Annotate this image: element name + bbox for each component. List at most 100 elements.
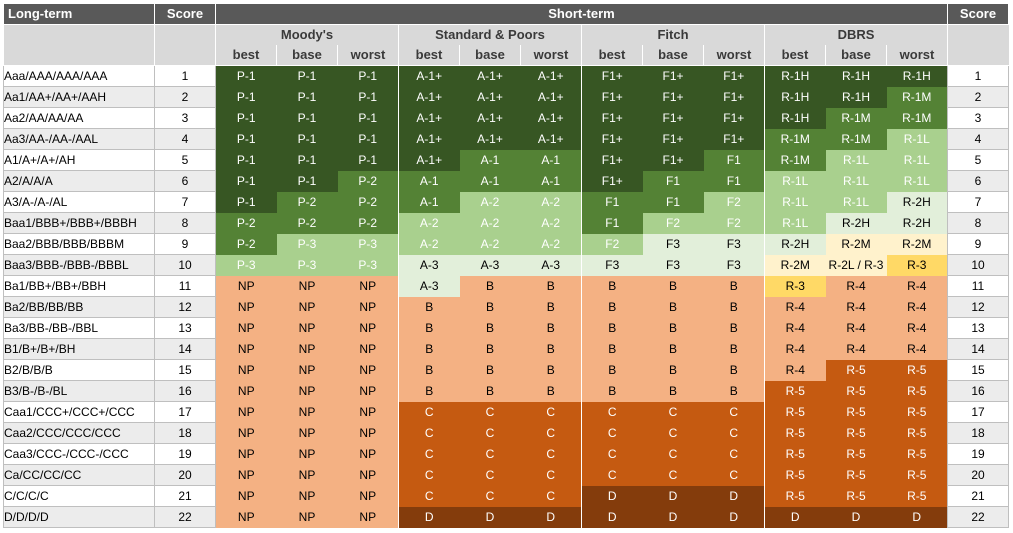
short-term-rating-cell: R-5 xyxy=(825,464,887,486)
table-row: Ba1/BB+/BB+/BBH 11 NP NP NP A-3 B B B B B R-3 R-4 R-4… xyxy=(3,275,1009,297)
scenario-worst: worst xyxy=(520,45,582,66)
short-term-rating-cell: F1 xyxy=(703,170,765,192)
short-term-rating-cell: A-2 xyxy=(398,233,460,255)
scenario-best: best xyxy=(581,45,643,66)
score-right-cell: 19 xyxy=(947,443,1009,465)
short-term-rating-cell: A-3 xyxy=(459,254,521,276)
short-term-rating-cell: P-2 xyxy=(337,212,399,234)
short-term-rating-cell: NP xyxy=(215,380,277,402)
long-term-header: Long-term xyxy=(3,3,155,25)
table-row: Baa2/BBB/BBB/BBBM 9 P-2 P-3 P-3 A-2 A-2 A-2 F2 F3… xyxy=(3,233,1009,255)
long-term-rating-cell: A2/A/A/A xyxy=(3,170,155,192)
short-term-rating-cell: C xyxy=(459,464,521,486)
short-term-rating-cell: NP xyxy=(276,464,338,486)
short-term-rating-cell: B xyxy=(398,359,460,381)
short-term-rating-cell: F2 xyxy=(703,191,765,213)
short-term-rating-cell: B xyxy=(520,296,582,318)
short-term-rating-cell: B xyxy=(520,317,582,339)
short-term-rating-cell: NP xyxy=(215,485,277,507)
short-term-rating-cell: NP xyxy=(337,401,399,423)
long-term-rating-cell: Ba1/BB+/BB+/BBH xyxy=(3,275,155,297)
short-term-rating-cell: R-5 xyxy=(825,359,887,381)
short-term-rating-cell: NP xyxy=(337,485,399,507)
short-term-rating-cell: R-1L xyxy=(825,170,887,192)
short-term-rating-cell: B xyxy=(581,296,643,318)
short-term-rating-cell: F3 xyxy=(642,233,704,255)
short-term-rating-cell: C xyxy=(459,443,521,465)
short-term-rating-cell: A-2 xyxy=(520,233,582,255)
long-term-rating-cell: B1/B+/B+/BH xyxy=(3,338,155,360)
short-term-rating-cell: NP xyxy=(215,401,277,423)
short-term-rating-cell: R-4 xyxy=(825,317,887,339)
short-term-rating-cell: F1+ xyxy=(642,107,704,129)
short-term-rating-cell: R-2H xyxy=(886,191,948,213)
scenario-worst: worst xyxy=(886,45,948,66)
short-term-rating-cell: R-3 xyxy=(764,275,826,297)
scenario-worst: worst xyxy=(337,45,399,66)
short-term-rating-cell: A-2 xyxy=(520,212,582,234)
short-term-rating-cell: NP xyxy=(337,275,399,297)
short-term-rating-cell: B xyxy=(642,380,704,402)
short-term-rating-cell: C xyxy=(459,401,521,423)
short-term-rating-cell: F1 xyxy=(703,149,765,171)
short-term-rating-cell: R-5 xyxy=(825,443,887,465)
short-term-rating-cell: R-1H xyxy=(764,107,826,129)
table-row: Ba3/BB-/BB-/BBL 13 NP NP NP B B B B B B R-4 R-4 R-4 13 xyxy=(3,317,1009,339)
table-row: B2/B/B/B 15 NP NP NP B B B B B B R-4 R-5 R-5 15 xyxy=(3,359,1009,381)
short-term-rating-cell: A-1 xyxy=(459,149,521,171)
short-term-rating-cell: P-2 xyxy=(337,191,399,213)
short-term-rating-cell: B xyxy=(703,380,765,402)
table-row: Aa3/AA-/AA-/AAL 4 P-1 P-1 P-1 A-1+ A-1+ A-1+ F1+… xyxy=(3,128,1009,150)
short-term-rating-cell: F3 xyxy=(703,254,765,276)
short-term-rating-cell: B xyxy=(459,317,521,339)
short-term-rating-cell: C xyxy=(581,401,643,423)
scenario-header-row: best base worst best base worst best bas… xyxy=(3,45,1009,66)
short-term-rating-cell: C xyxy=(703,464,765,486)
short-term-rating-cell: F3 xyxy=(581,254,643,276)
short-term-rating-cell: C xyxy=(642,464,704,486)
short-term-rating-cell: B xyxy=(581,338,643,360)
short-term-rating-cell: A-1 xyxy=(520,170,582,192)
short-term-rating-cell: D xyxy=(581,506,643,528)
short-term-rating-cell: R-5 xyxy=(886,443,948,465)
score-right-cell: 9 xyxy=(947,233,1009,255)
short-term-rating-cell: R-3 xyxy=(886,254,948,276)
short-term-rating-cell: D xyxy=(825,506,887,528)
short-term-rating-cell: C xyxy=(520,443,582,465)
short-term-rating-cell: C xyxy=(459,485,521,507)
short-term-rating-cell: R-4 xyxy=(764,296,826,318)
long-term-rating-cell: Ca/CC/CC/CC xyxy=(3,464,155,486)
short-term-rating-cell: C xyxy=(642,443,704,465)
short-term-rating-cell: NP xyxy=(215,443,277,465)
short-term-rating-cell: F1+ xyxy=(581,170,643,192)
score-cell: 14 xyxy=(154,338,216,360)
short-term-rating-cell: P-1 xyxy=(215,170,277,192)
short-term-rating-cell: B xyxy=(581,275,643,297)
table-row: Aaa/AAA/AAA/AAA 1 P-1 P-1 P-1 A-1+ A-1+ A-1+ F1+… xyxy=(3,65,1009,87)
short-term-rating-cell: R-5 xyxy=(825,380,887,402)
short-term-rating-cell: NP xyxy=(276,338,338,360)
score-cell: 8 xyxy=(154,212,216,234)
short-term-rating-cell: R-1M xyxy=(764,128,826,150)
short-term-rating-cell: R-1L xyxy=(886,170,948,192)
short-term-rating-cell: A-2 xyxy=(398,212,460,234)
short-term-rating-cell: P-1 xyxy=(337,107,399,129)
short-term-rating-cell: R-1M xyxy=(886,86,948,108)
blank-cell xyxy=(947,24,1009,45)
short-term-rating-cell: B xyxy=(642,338,704,360)
short-term-rating-cell: A-2 xyxy=(520,191,582,213)
short-term-rating-cell: C xyxy=(581,464,643,486)
short-term-rating-cell: C xyxy=(581,422,643,444)
short-term-rating-cell: R-2H xyxy=(764,233,826,255)
short-term-rating-cell: R-2H xyxy=(825,212,887,234)
agency-fitch: Fitch xyxy=(581,24,765,45)
rating-mapping-table: Long-term Score Short-term Score Moody's… xyxy=(3,3,1009,528)
short-term-rating-cell: F1+ xyxy=(642,149,704,171)
short-term-rating-cell: C xyxy=(520,401,582,423)
short-term-rating-cell: B xyxy=(581,317,643,339)
short-term-rating-cell: NP xyxy=(215,275,277,297)
short-term-rating-cell: NP xyxy=(215,506,277,528)
short-term-rating-cell: B xyxy=(703,338,765,360)
long-term-rating-cell: A1/A+/A+/AH xyxy=(3,149,155,171)
table-body: Long-term Score Short-term Score Moody's… xyxy=(3,3,1009,528)
